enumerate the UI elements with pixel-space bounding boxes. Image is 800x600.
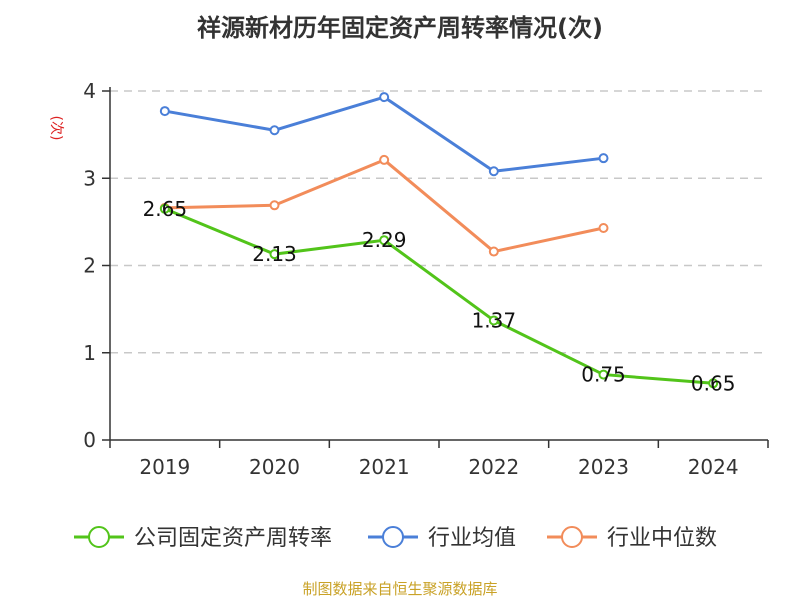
series-lines (159, 92, 719, 389)
data-point (159, 203, 170, 214)
data-label: 0.65 (691, 371, 736, 395)
grid-lines (110, 90, 768, 354)
legend: 公司固定资产周转率 行业均值 行业中位数 (74, 526, 717, 551)
x-tick-label: 2021 (359, 455, 410, 479)
data-point (269, 125, 280, 136)
x-tick-labels: 2019 2020 2021 2022 2023 2024 (139, 455, 738, 479)
legend-label[interactable]: 公司固定资产周转率 (134, 526, 332, 551)
chart-title: 祥源新材历年固定资产周转率情况(次) (197, 14, 603, 42)
data-point (379, 235, 390, 246)
data-label: 2.13 (252, 242, 297, 266)
source-note: 制图数据来自恒生聚源数据库 (302, 580, 498, 598)
data-point (379, 92, 390, 103)
y-tick-label: 4 (83, 79, 96, 103)
data-label: 0.75 (581, 363, 626, 387)
y-tick-labels: 0 1 2 3 4 (83, 79, 96, 452)
data-point (488, 246, 499, 257)
legend-label[interactable]: 行业均值 (428, 526, 516, 551)
data-point (598, 222, 609, 233)
data-point (159, 106, 170, 117)
axes (102, 87, 769, 448)
data-point (269, 200, 280, 211)
x-tick-label: 2019 (139, 455, 190, 479)
y-tick-label: 2 (83, 254, 96, 278)
legend-label[interactable]: 行业中位数 (607, 526, 717, 551)
data-point (379, 154, 390, 165)
y-axis-label: (次) (48, 116, 64, 141)
data-point (598, 369, 609, 380)
data-point (488, 315, 499, 326)
data-point (708, 378, 719, 389)
x-tick-label: 2023 (578, 455, 629, 479)
data-label: 2.29 (362, 228, 407, 252)
data-label: 1.37 (472, 308, 517, 332)
legend-marker (88, 526, 110, 548)
y-tick-label: 1 (83, 341, 96, 365)
data-point (488, 166, 499, 177)
data-label: 2.65 (143, 197, 188, 221)
data-point (269, 249, 280, 260)
x-tick-label: 2022 (468, 455, 519, 479)
legend-marker (561, 526, 583, 548)
series-line-0 (164, 207, 714, 385)
x-tick-label: 2020 (249, 455, 300, 479)
legend-marker (382, 526, 404, 548)
y-tick-label: 0 (83, 428, 96, 452)
data-labels: 2.65 2.13 2.29 1.37 0.75 0.65 (143, 197, 736, 396)
x-tick-label: 2024 (688, 455, 739, 479)
y-tick-label: 3 (83, 166, 96, 190)
data-point (598, 153, 609, 164)
